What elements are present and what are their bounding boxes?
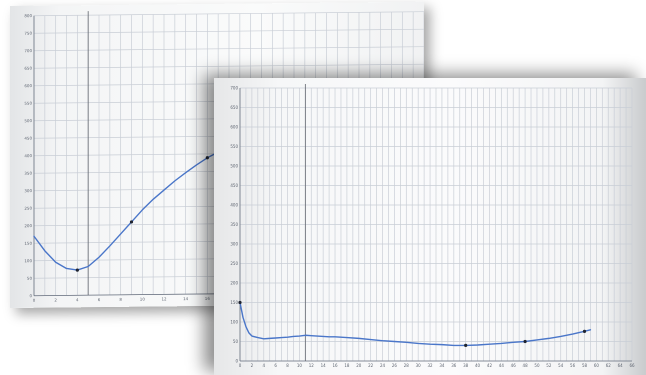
x-tick-label: 48 [523,363,529,368]
y-tick-label: 400 [24,153,32,158]
series-point [205,156,209,160]
y-tick-label: 300 [24,188,32,193]
series-point [464,343,468,347]
y-tick-label: 0 [235,358,238,363]
y-tick-label: 200 [24,223,32,228]
y-tick-label: 250 [24,206,32,211]
y-tick-label: 550 [230,144,238,149]
x-tick-label: 14 [321,363,327,368]
y-tick-label: 550 [24,101,32,106]
grid-line-horizontal [34,28,424,34]
x-tick-label: 2 [251,363,254,368]
x-tick-label: 28 [404,363,410,368]
x-tick-label: 12 [161,296,167,301]
x-tick-label: 0 [239,363,242,368]
y-tick-label: 50 [27,276,33,281]
grid-line-horizontal [34,11,424,17]
x-tick-label: 20 [356,363,362,368]
x-tick-label: 14 [183,296,189,301]
series-line [239,301,592,347]
x-tick-label: 62 [606,363,612,368]
x-tick-label: 58 [582,363,588,368]
x-tick-label: 8 [286,363,289,368]
y-tick-label: 450 [24,136,32,141]
y-tick-label: 700 [230,85,238,90]
x-tick-label: 16 [332,363,338,368]
x-tick-label: 44 [499,363,505,368]
series-point [75,268,79,272]
x-tick-label: 10 [140,297,146,302]
x-tick-label: 0 [33,298,36,303]
y-tick-label: 650 [230,105,238,110]
x-tick-label: 52 [546,363,552,368]
y-tick-label: 50 [233,339,239,344]
y-tick-label: 150 [24,241,32,246]
x-tick-label: 56 [570,363,576,368]
series-point [238,300,242,305]
y-tick-label: 450 [230,183,238,188]
y-tick-label: 300 [230,241,238,246]
x-tick-label: 16 [205,296,211,301]
x-tick-label: 30 [416,363,422,368]
x-tick-label: 22 [368,363,374,368]
y-tick-label: 100 [230,319,238,324]
y-tick-label: 0 [29,293,32,298]
x-tick-label: 24 [380,363,386,368]
y-tick-label: 500 [24,118,32,123]
y-tick-label: 350 [230,222,238,227]
x-tick-label: 40 [475,363,481,368]
y-tick-label: 150 [230,300,238,305]
y-tick-label: 700 [24,48,32,53]
x-tick-label: 4 [76,297,79,302]
x-tick-label: 54 [558,363,564,368]
grid-line-horizontal [34,46,424,52]
chart-printout-front: 0 50 100 150 200 250 300 350 400 450 500 550 600 650 7… [214,78,646,375]
x-tick-label: 6 [98,297,101,302]
x-tick-label: 34 [439,363,445,368]
y-tick-label: 600 [230,124,238,129]
x-tick-label: 6 [274,363,277,368]
x-tick-label: 46 [511,363,517,368]
series-point [523,339,527,344]
series-point [582,329,587,333]
x-tick-label: 10 [297,363,303,368]
x-tick-label: 4 [262,363,265,368]
x-tick-label: 12 [309,363,315,368]
x-tick-label: 26 [392,363,398,368]
y-tick-label: 100 [24,258,32,263]
grid [239,87,633,362]
series-point [129,220,134,224]
x-tick-label: 18 [344,363,350,368]
y-tick-label: 650 [24,66,32,71]
y-tick-label: 400 [230,202,238,207]
y-tick-label: 800 [24,13,32,18]
y-tick-label: 600 [24,83,32,88]
y-tick-label: 200 [230,280,238,285]
y-tick-label: 350 [24,171,32,176]
chart-front: 0501001502002503003504004505005506006507… [230,84,635,368]
x-tick-label: 38 [463,363,469,368]
x-tick-label: 2 [54,298,57,303]
x-tick-label: 42 [487,363,493,368]
grid-line-horizontal [34,63,424,69]
x-tick-label: 60 [594,363,600,368]
y-tick-label: 500 [230,163,238,168]
x-tick-label: 32 [428,363,434,368]
x-tick-label: 64 [618,363,624,368]
x-tick-label: 66 [629,363,635,368]
x-tick-label: 8 [119,297,122,302]
y-tick-label: 750 [24,31,32,36]
x-tick-label: 36 [451,363,457,368]
x-tick-label: 50 [534,363,540,368]
y-tick-label: 250 [230,261,238,266]
